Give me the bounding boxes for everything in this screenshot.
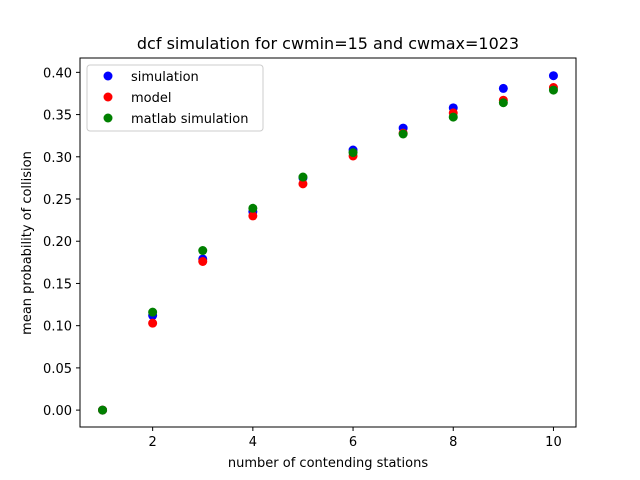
data-point-series-1-4 [298, 179, 308, 189]
data-point-series-2-4 [298, 172, 308, 182]
data-point-series-2-6 [398, 129, 408, 139]
data-point-series-0-8 [498, 83, 508, 93]
x-axis-label: number of contending stations [228, 456, 428, 471]
data-point-series-1-1 [148, 318, 158, 328]
legend-marker-1 [103, 92, 113, 102]
x-tick-label: 8 [449, 435, 457, 450]
data-point-series-1-3 [248, 211, 258, 221]
data-point-series-2-8 [498, 98, 508, 108]
y-tick-label: 0.35 [43, 109, 72, 124]
chart-title: dcf simulation for cwmin=15 and cwmax=10… [137, 34, 519, 53]
data-point-series-2-7 [448, 112, 458, 122]
legend: simulation model matlab simulation [86, 64, 264, 132]
data-point-series-2-2 [198, 246, 208, 256]
data-point-series-2-1 [148, 307, 158, 317]
series-2-points [98, 85, 558, 415]
x-tick-label: 10 [545, 435, 562, 450]
y-tick-label: 0.20 [43, 235, 72, 250]
data-point-series-0-9 [548, 71, 558, 81]
x-tick-label: 2 [149, 435, 157, 450]
data-point-series-2-3 [248, 203, 258, 213]
axes-frame [79, 57, 577, 428]
y-tick-label: 0.00 [43, 404, 72, 419]
plot-area: 2 4 6 8 10 0.00 0.05 0.10 0.15 0.20 0.25 0.30 0.35 0.… [43, 57, 577, 450]
legend-box [86, 64, 264, 132]
y-axis-label: mean probability of collision [20, 151, 35, 335]
data-point-series-2-0 [98, 405, 108, 415]
y-tick-label: 0.10 [43, 320, 72, 335]
legend-label-1: model [131, 91, 171, 106]
legend-label-0: simulation [131, 70, 199, 85]
data-point-series-2-9 [548, 85, 558, 95]
y-tick-label: 0.15 [43, 277, 72, 292]
x-tick-label: 4 [249, 435, 257, 450]
legend-label-2: matlab simulation [131, 112, 248, 127]
data-point-series-2-5 [348, 148, 358, 158]
data-point-series-1-2 [198, 256, 208, 266]
y-tick-label: 0.05 [43, 362, 72, 377]
legend-marker-0 [103, 71, 113, 81]
y-tick-label: 0.25 [43, 193, 72, 208]
y-tick-label: 0.30 [43, 151, 72, 166]
legend-marker-2 [103, 113, 113, 123]
x-tick-label: 6 [349, 435, 357, 450]
y-tick-label: 0.40 [43, 66, 72, 81]
